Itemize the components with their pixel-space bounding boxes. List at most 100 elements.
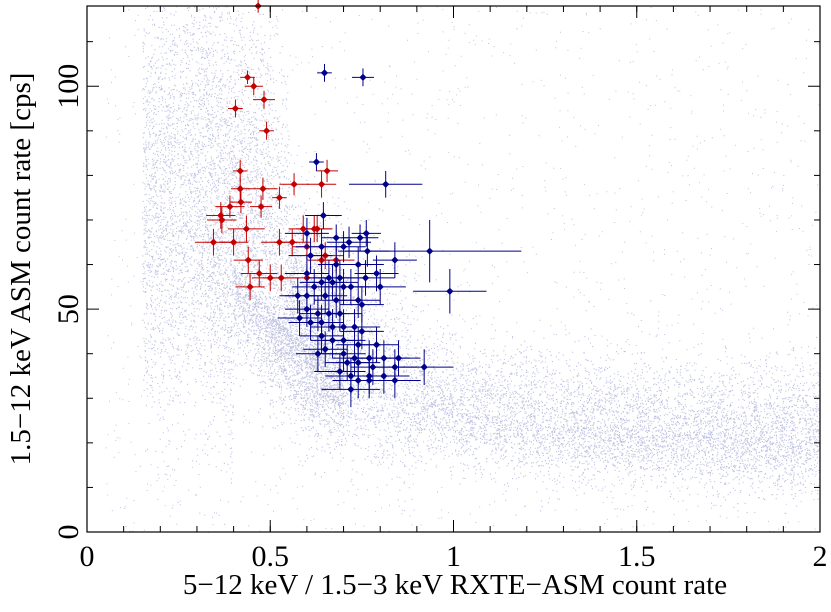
diamond-marker: [320, 69, 329, 77]
diamond-marker: [336, 367, 344, 376]
diamond-marker: [262, 127, 271, 135]
red-point: [250, 195, 273, 218]
diamond-marker: [259, 185, 267, 193]
diamond-marker: [288, 238, 296, 246]
diamond-marker: [361, 274, 370, 282]
blue-series: [277, 63, 522, 408]
diamond-marker: [246, 283, 254, 291]
blue-point: [351, 68, 374, 87]
blue-point: [349, 170, 423, 198]
red-point: [233, 246, 263, 274]
blue-point: [321, 371, 381, 408]
diamond-marker: [354, 296, 362, 304]
blue-point: [332, 246, 384, 283]
diamond-marker: [257, 202, 265, 211]
diamond-marker: [314, 350, 322, 358]
diamond-marker: [226, 202, 234, 211]
red-point: [240, 260, 278, 287]
red-point: [235, 273, 265, 301]
diamond-marker: [275, 194, 284, 202]
red-point: [259, 121, 274, 140]
blue-point: [317, 63, 332, 82]
red-point: [207, 206, 237, 234]
red-point: [232, 159, 248, 183]
red-point: [218, 228, 249, 256]
diamond-marker: [426, 247, 434, 255]
axis-ticks: 0 0.5 1 1.5 2 0 50 100: [52, 6, 828, 573]
blue-point: [413, 269, 487, 314]
diamond-marker: [446, 287, 454, 295]
diamond-marker: [303, 229, 311, 237]
red-point: [229, 190, 252, 214]
diamond-marker: [218, 216, 226, 224]
blue-point: [299, 318, 344, 354]
blue-point: [394, 349, 454, 385]
x-tick-label: 1: [446, 540, 461, 573]
red-point: [316, 159, 339, 183]
blue-point: [354, 326, 399, 363]
diamond-marker: [391, 256, 399, 264]
diamond-marker: [237, 198, 245, 206]
blue-point: [309, 153, 324, 171]
blue-point: [372, 242, 417, 278]
diamond-marker: [332, 234, 340, 242]
diamond-marker: [303, 305, 311, 313]
diamond-marker: [317, 332, 326, 340]
diamond-marker: [347, 283, 355, 291]
red-point: [253, 90, 276, 109]
blue-point: [376, 340, 421, 376]
diamond-marker: [242, 225, 251, 233]
blue-point: [328, 309, 381, 345]
diamond-marker: [362, 229, 370, 237]
blue-point: [288, 237, 333, 274]
x-tick-label: 0.5: [252, 540, 290, 573]
x-tick-label: 2: [813, 540, 828, 573]
diamond-marker: [255, 269, 263, 278]
blue-point: [336, 282, 381, 319]
diamond-marker: [317, 180, 326, 188]
diamond-marker: [394, 354, 403, 362]
diamond-marker: [236, 185, 244, 193]
diamond-marker: [372, 269, 381, 278]
diamond-marker: [339, 350, 348, 358]
diamond-marker: [372, 341, 381, 349]
diamond-marker: [358, 327, 366, 336]
blue-point: [305, 202, 342, 229]
diamond-marker: [250, 82, 258, 90]
blue-point: [351, 219, 381, 247]
diamond-marker: [295, 314, 304, 322]
x-axis-title: 5−12 keV / 1.5−3 keV RXTE−ASM count rate: [183, 569, 727, 601]
diamond-marker: [336, 309, 344, 318]
diamond-marker: [350, 323, 359, 331]
diamond-marker: [365, 376, 373, 385]
diamond-marker: [382, 180, 390, 188]
diamond-marker: [319, 211, 327, 220]
x-tick-label: 0: [80, 540, 95, 573]
y-tick-label: 0: [52, 525, 85, 540]
blue-point: [327, 226, 372, 258]
diamond-marker: [391, 376, 399, 385]
diamond-marker: [358, 301, 366, 309]
diamond-marker: [312, 158, 321, 166]
diamond-marker: [321, 292, 329, 300]
blue-point: [277, 300, 322, 336]
red-point: [228, 215, 265, 243]
blue-point: [347, 362, 392, 399]
diamond-marker: [359, 73, 367, 81]
red-point: [215, 195, 245, 218]
red-point: [231, 177, 250, 200]
blue-point: [336, 260, 395, 296]
red-point: [240, 70, 255, 85]
diamond-marker: [260, 96, 268, 104]
y-tick-label: 50: [52, 294, 85, 324]
red-point: [279, 173, 309, 196]
y-tick-label: 100: [52, 64, 85, 109]
diamond-marker: [236, 167, 244, 175]
diamond-marker: [347, 385, 355, 393]
blue-point: [354, 269, 406, 305]
blue-point: [358, 358, 410, 394]
cloud-dots: [105, 6, 822, 534]
diamond-marker: [313, 225, 321, 233]
diamond-marker: [328, 278, 337, 286]
diamond-marker: [321, 345, 329, 353]
